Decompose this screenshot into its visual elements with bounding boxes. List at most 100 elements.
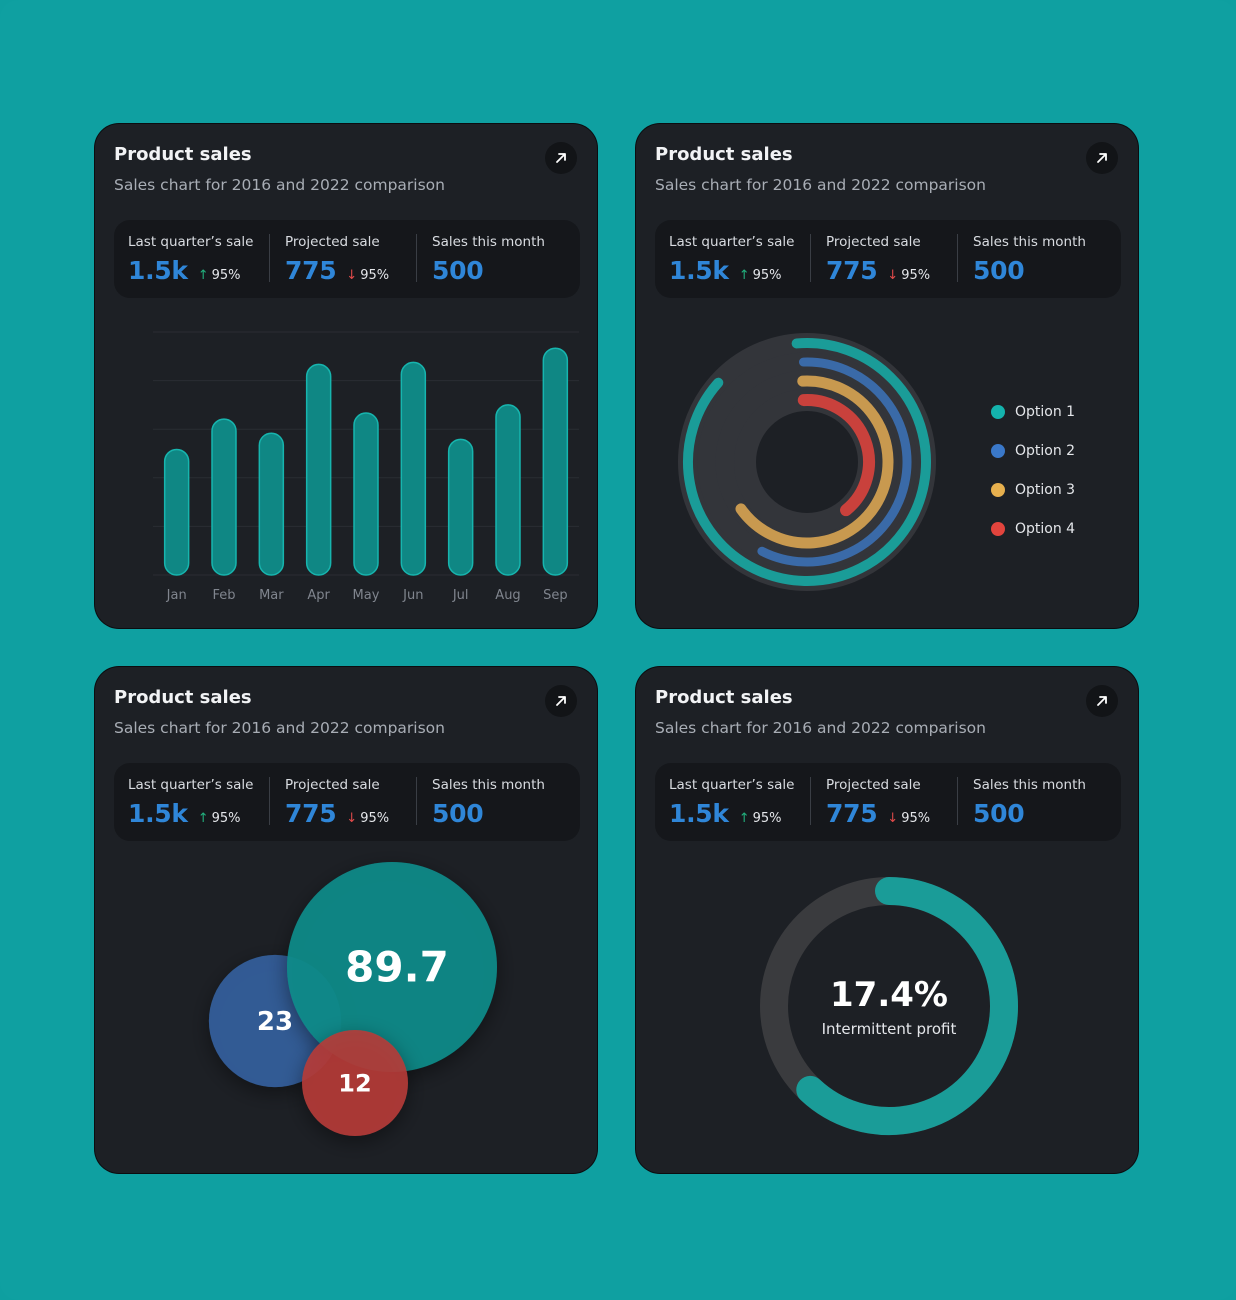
stat-last-quarter: Last quarter’s sale 1.5k ↑ 95% [128,777,254,828]
legend-item-option-3[interactable]: Option 3 [991,470,1075,509]
stat-projected: Projected sale 775 ↓ 95% [285,777,389,828]
stat-label: Projected sale [285,234,380,250]
stat-this-month: Sales this month 500 [973,234,1086,285]
stat-value: 500 [973,256,1025,285]
ring-arc-2[interactable] [757,357,912,567]
stat-last-quarter: Last quarter’s sale 1.5k ↑ 95% [669,777,795,828]
card-title: Product sales [114,687,252,708]
x-tick-label: Mar [259,588,284,603]
stat-label: Sales this month [432,234,545,250]
x-tick-label: Aug [495,588,520,603]
delta-value: 95% [360,811,390,826]
legend-item-option-4[interactable]: Option 4 [991,509,1075,548]
stat-value: 1.5k [669,256,729,285]
stat-label: Last quarter’s sale [669,234,795,250]
radial-ring-chart [678,333,936,591]
ring-arc-3[interactable] [735,375,894,549]
legend-item-option-2[interactable]: Option 2 [991,431,1075,470]
stat-last-quarter: Last quarter’s sale 1.5k ↑ 95% [128,234,254,285]
legend-label: Option 3 [1015,481,1076,498]
bar-feb[interactable] [211,418,237,576]
stat-projected: Projected sale 775 ↓ 95% [285,234,389,285]
card-subtitle: Sales chart for 2016 and 2022 comparison [655,176,986,194]
divider [810,234,811,282]
legend-dot [991,404,1005,419]
divider [269,777,270,825]
divider [416,777,417,825]
divider [416,234,417,282]
stat-value: 500 [432,256,484,285]
x-tick-label: Jan [166,588,187,603]
ring-arc-1[interactable] [683,338,931,586]
arrow-up-right-icon [1097,153,1107,163]
stat-label: Sales this month [432,777,545,793]
bar-sep[interactable] [542,347,569,576]
legend-item-option-1[interactable]: Option 1 [991,392,1075,431]
bar-jan[interactable] [163,448,190,576]
stat-this-month: Sales this month 500 [432,777,545,828]
stat-value: 1.5k [669,799,729,828]
donut-chart: 17.4% Intermittent profit [760,877,1018,1135]
card-title: Product sales [114,144,252,165]
legend-label: Option 2 [1015,442,1076,459]
divider [957,234,958,282]
legend-dot [991,521,1005,536]
open-card-button[interactable] [545,685,577,717]
bar-jun[interactable] [400,361,427,576]
arrow-up-icon: ↑ [738,811,750,826]
delta-value: 95% [211,811,241,826]
delta-badge: ↑ 95% [198,811,241,826]
stats-panel: Last quarter’s sale 1.5k ↑ 95% Projected … [655,220,1121,298]
bar-chart: Jan Feb Mar Apr May Jun Jul Aug Sep [153,331,579,603]
divider [269,234,270,282]
delta-badge: ↑ 95% [739,811,782,826]
bar-jul[interactable] [447,438,474,576]
stat-label: Projected sale [826,777,921,793]
radial-chart-card: Product sales Sales chart for 2016 and 2… [636,124,1138,628]
bubble-chart-card: Product sales Sales chart for 2016 and 2… [95,667,597,1173]
bubble-89.7[interactable] [287,862,497,1072]
arrow-up-right-icon [556,696,566,706]
bar-apr[interactable] [305,363,332,576]
bubble-12[interactable] [302,1030,408,1136]
open-card-button[interactable] [1086,685,1118,717]
arrow-up-icon: ↑ [197,811,209,826]
delta-value: 95% [752,811,782,826]
delta-value: 95% [360,268,390,283]
stat-value: 500 [432,799,484,828]
delta-value: 95% [901,268,931,283]
divider [957,777,958,825]
ring-arc-4[interactable] [797,394,875,517]
stat-projected: Projected sale 775 ↓ 95% [826,234,930,285]
stat-value: 775 [285,256,337,285]
divider [810,777,811,825]
x-tick-label: Jul [452,588,469,603]
bubble-label: 23 [257,1007,293,1037]
legend-label: Option 1 [1015,403,1076,420]
donut-center-label: Intermittent profit [822,1020,957,1038]
legend-dot [991,482,1005,497]
arrow-down-icon: ↓ [346,268,358,283]
x-tick-label: Jun [402,588,423,603]
donut-arc[interactable] [796,877,1018,1135]
bubble-label: 89.7 [345,943,449,992]
x-tick-label: May [353,588,380,603]
open-card-button[interactable] [1086,142,1118,174]
legend-dot [991,443,1005,458]
card-subtitle: Sales chart for 2016 and 2022 comparison [655,719,986,737]
card-title: Product sales [655,144,793,165]
open-card-button[interactable] [545,142,577,174]
arrow-up-right-icon [556,153,566,163]
delta-value: 95% [901,811,931,826]
stat-this-month: Sales this month 500 [973,777,1086,828]
bar-may[interactable] [353,412,379,576]
bar-aug[interactable] [495,404,521,576]
card-title: Product sales [655,687,793,708]
delta-badge: ↓ 95% [346,268,389,283]
bar-mar[interactable] [258,432,285,576]
bubble-chart: 23 89.7 12 [208,862,497,1136]
arrow-up-icon: ↑ [738,268,750,283]
stat-label: Projected sale [826,234,921,250]
card-subtitle: Sales chart for 2016 and 2022 comparison [114,719,445,737]
